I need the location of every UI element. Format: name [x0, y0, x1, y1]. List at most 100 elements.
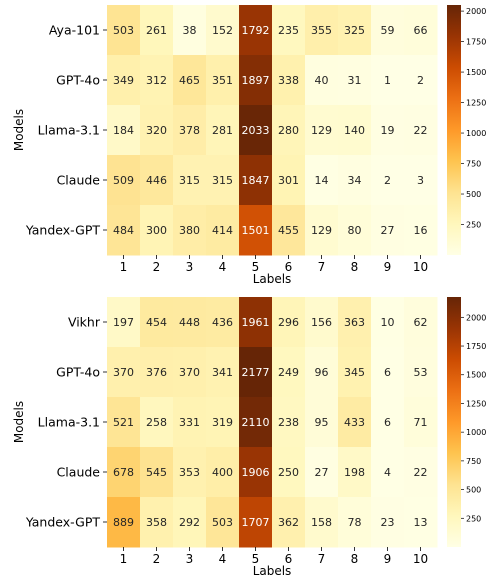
cell-value-label: 358: [146, 516, 167, 529]
cell-value-label: 250: [278, 466, 299, 479]
cell-value-label: 80: [348, 224, 362, 237]
heatmap-cell: [206, 155, 240, 206]
heatmap-cell: [371, 155, 405, 206]
cell-value-label: 320: [146, 124, 167, 137]
heatmap-cell: [173, 497, 207, 548]
colorbar-tick-label: 1250: [466, 399, 486, 408]
cell-value-label: 14: [315, 174, 329, 187]
colorbar-tick-label: 1500: [466, 371, 486, 380]
heatmap-cell: [239, 347, 273, 398]
x-tick-label: 6: [285, 260, 293, 274]
cell-value-label: 40: [315, 74, 329, 87]
colorbar-tick-label: 1250: [466, 99, 486, 108]
cell-value-label: 1707: [242, 516, 270, 529]
x-tick-label: 10: [413, 260, 428, 274]
x-tick-label: 3: [186, 260, 194, 274]
heatmap-cell: [272, 297, 306, 348]
x-axis-ticks: 1 2 3 4 5 6 7 8 9 10: [120, 547, 428, 566]
heatmap-cell: [272, 347, 306, 398]
colorbar: 250 500 750 1000 1250 1500 1750 2000: [447, 5, 486, 255]
x-tick-label: 2: [153, 260, 161, 274]
heatmap-cell: [140, 55, 174, 106]
heatmap-cell: [272, 447, 306, 498]
x-axis-ticks: 1 2 3 4 5 6 7 8 9 10: [120, 255, 428, 274]
cell-value-label: 66: [414, 24, 428, 37]
heatmap-cell: [173, 5, 207, 56]
heatmap-cell: [173, 205, 207, 256]
x-tick-label: 5: [252, 552, 260, 566]
cell-value-label: 345: [344, 366, 365, 379]
heatmap-cell: [338, 297, 372, 348]
colorbar-ticks: 250 500 750 1000 1250 1500 1750 2000: [461, 313, 486, 523]
cell-value-label: 503: [212, 516, 233, 529]
heatmap-cell: [107, 397, 141, 448]
cell-value-label: 319: [212, 416, 233, 429]
cell-value-label: 338: [278, 74, 299, 87]
heatmap-cell: [239, 55, 273, 106]
heatmap-cell: [239, 297, 273, 348]
heatmap-cell: [239, 5, 273, 56]
heatmap-cell: [404, 5, 438, 56]
heatmap-cell: [404, 497, 438, 548]
cell-value-label: 296: [278, 316, 299, 329]
heatmap-cell: [305, 397, 339, 448]
cell-value-label: 455: [278, 224, 299, 237]
cell-value-label: 2110: [242, 416, 270, 429]
x-tick-label: 4: [219, 552, 227, 566]
heatmap-cell: [305, 497, 339, 548]
cell-value-label: 545: [146, 466, 167, 479]
cell-value-label: 16: [414, 224, 428, 237]
x-axis-label: Labels: [253, 272, 292, 286]
heatmap-cell: [107, 447, 141, 498]
heatmap-cell: [272, 155, 306, 206]
cell-value-label: 1792: [242, 24, 270, 37]
y-tick-label: Yandex-GPT: [25, 515, 100, 530]
colorbar-gradient: [447, 5, 461, 255]
heatmap-cell: [107, 155, 141, 206]
y-axis-label: Models: [12, 109, 26, 151]
heatmap-cell: [206, 497, 240, 548]
heatmap-cells: 197 454 448 436 1961 296 156 363 10 62 370 376 370 34…: [107, 297, 438, 548]
cell-value-label: 678: [113, 466, 134, 479]
cell-value-label: 1501: [242, 224, 270, 237]
heatmap-cell: [404, 397, 438, 448]
colorbar-gradient: [447, 297, 461, 547]
cell-value-label: 10: [381, 316, 395, 329]
heatmap-cell: [272, 105, 306, 156]
heatmap-cell: [371, 5, 405, 56]
heatmap-cell: [140, 5, 174, 56]
heatmap-cell: [404, 155, 438, 206]
heatmap-cell: [239, 497, 273, 548]
y-tick-label: Llama-3.1: [38, 415, 100, 430]
heatmap-cell: [305, 205, 339, 256]
cell-value-label: 370: [113, 366, 134, 379]
heatmap-cell: [371, 497, 405, 548]
cell-value-label: 315: [212, 174, 233, 187]
cell-value-label: 363: [344, 316, 365, 329]
cell-value-label: 312: [146, 74, 167, 87]
cell-value-label: 351: [212, 74, 233, 87]
cell-value-label: 521: [113, 416, 134, 429]
cell-value-label: 59: [381, 24, 395, 37]
y-tick-label: Llama-3.1: [38, 123, 100, 138]
heatmap-cell: [371, 55, 405, 106]
heatmap-cell: [338, 55, 372, 106]
colorbar-tick-label: 500: [466, 190, 481, 199]
colorbar-tick-label: 500: [466, 486, 481, 495]
heatmap-cell: [140, 447, 174, 498]
heatmap-cell: [173, 397, 207, 448]
heatmap-cell: [272, 205, 306, 256]
y-tick-label: Claude: [57, 465, 101, 480]
colorbar-tick-label: 750: [466, 457, 481, 466]
heatmap-cell: [140, 155, 174, 206]
heatmap-cell: [404, 297, 438, 348]
heatmap-cell: [239, 105, 273, 156]
cell-value-label: 129: [311, 224, 332, 237]
heatmap-cell: [338, 155, 372, 206]
cell-value-label: 400: [212, 466, 233, 479]
heatmap-cell: [107, 497, 141, 548]
cell-value-label: 184: [113, 124, 134, 137]
heatmap-cell: [140, 397, 174, 448]
heatmap-cell: [371, 347, 405, 398]
